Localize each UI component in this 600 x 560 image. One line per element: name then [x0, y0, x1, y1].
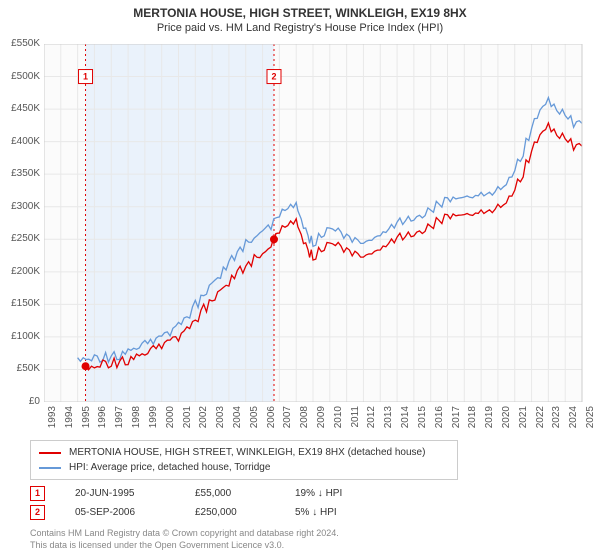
chart-area: 12 1993199419951996199719981999200020012…: [44, 44, 588, 402]
y-axis-label: £150K: [4, 298, 40, 309]
svg-text:1: 1: [83, 72, 88, 82]
marker-badge: 2: [30, 505, 45, 520]
transaction-price: £250,000: [195, 507, 265, 518]
legend-swatch: [39, 452, 61, 454]
transaction-price: £55,000: [195, 488, 265, 499]
y-axis-label: £400K: [4, 136, 40, 147]
y-axis-label: £0: [4, 396, 40, 407]
legend-item: MERTONIA HOUSE, HIGH STREET, WINKLEIGH, …: [39, 445, 449, 460]
chart-title: MERTONIA HOUSE, HIGH STREET, WINKLEIGH, …: [0, 6, 600, 20]
y-axis-label: £550K: [4, 38, 40, 49]
y-axis-label: £350K: [4, 168, 40, 179]
title-block: MERTONIA HOUSE, HIGH STREET, WINKLEIGH, …: [0, 0, 600, 34]
footer-line: Contains HM Land Registry data © Crown c…: [30, 528, 339, 540]
legend-item: HPI: Average price, detached house, Torr…: [39, 460, 449, 475]
transaction-delta: 19% ↓ HPI: [295, 488, 342, 499]
y-axis-label: £300K: [4, 201, 40, 212]
x-axis-label: 2020: [501, 406, 512, 446]
transaction-row: 1 20-JUN-1995 £55,000 19% ↓ HPI: [30, 486, 342, 501]
marker-badge: 1: [30, 486, 45, 501]
x-axis-label: 2018: [467, 406, 478, 446]
x-axis-label: 2023: [551, 406, 562, 446]
chart-subtitle: Price paid vs. HM Land Registry's House …: [0, 22, 600, 34]
x-axis-label: 2022: [535, 406, 546, 446]
transaction-delta: 5% ↓ HPI: [295, 507, 337, 518]
chart-container: MERTONIA HOUSE, HIGH STREET, WINKLEIGH, …: [0, 0, 600, 560]
y-axis-label: £100K: [4, 331, 40, 342]
transaction-date: 20-JUN-1995: [75, 488, 165, 499]
legend-swatch: [39, 467, 61, 469]
y-axis-label: £500K: [4, 71, 40, 82]
legend-box: MERTONIA HOUSE, HIGH STREET, WINKLEIGH, …: [30, 440, 458, 480]
x-axis-label: 2019: [484, 406, 495, 446]
transactions-table: 1 20-JUN-1995 £55,000 19% ↓ HPI 2 05-SEP…: [30, 486, 342, 524]
transaction-row: 2 05-SEP-2006 £250,000 5% ↓ HPI: [30, 505, 342, 520]
transaction-date: 05-SEP-2006: [75, 507, 165, 518]
plot-svg: 12: [44, 44, 588, 402]
footer-line: This data is licensed under the Open Gov…: [30, 540, 339, 552]
svg-text:2: 2: [271, 72, 276, 82]
y-axis-label: £200K: [4, 266, 40, 277]
x-axis-label: 2025: [585, 406, 596, 446]
x-axis-label: 2024: [568, 406, 579, 446]
footer-attribution: Contains HM Land Registry data © Crown c…: [30, 528, 339, 551]
y-axis-label: £50K: [4, 363, 40, 374]
y-axis-label: £250K: [4, 233, 40, 244]
legend-label: HPI: Average price, detached house, Torr…: [69, 460, 270, 475]
legend-label: MERTONIA HOUSE, HIGH STREET, WINKLEIGH, …: [69, 445, 425, 460]
x-axis-label: 2021: [518, 406, 529, 446]
y-axis-label: £450K: [4, 103, 40, 114]
